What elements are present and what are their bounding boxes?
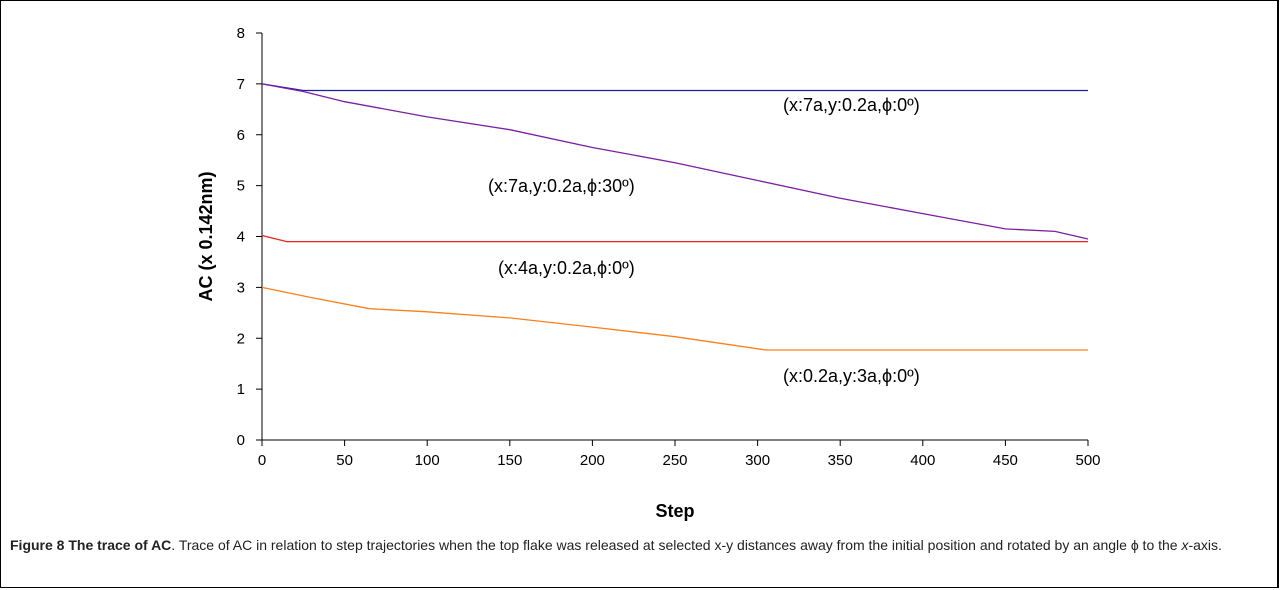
x-axis-title: Step	[655, 501, 694, 521]
series-line	[261, 83, 1089, 240]
caption-italic-axis: x	[1181, 537, 1189, 553]
x-tick-label: 350	[828, 452, 853, 469]
chart-axes	[256, 32, 1089, 446]
y-tick-label: 6	[237, 127, 245, 144]
y-tick-label: 7	[237, 76, 245, 93]
series-label: (x:0.2a,y:3a,ϕ:0º)	[783, 366, 920, 386]
series-label: (x:7a,y:0.2a,ϕ:0º)	[783, 95, 920, 115]
x-tick-label: 150	[497, 452, 522, 469]
tick-labels: 0 1 2 3 4 5 6 7 8 0 50 100 150 200 250 300 350 400 450 500	[237, 25, 1101, 469]
y-tick-label: 4	[237, 229, 245, 246]
y-tick-label: 0	[237, 432, 245, 449]
series-label: (x:4a,y:0.2a,ϕ:0º)	[498, 258, 635, 278]
series-line	[261, 286, 1088, 351]
y-tick-label: 2	[237, 330, 245, 347]
figure-caption: Figure 8 The trace of AC. Trace of AC in…	[10, 536, 1272, 555]
caption-figure-title: Figure 8 The trace of AC	[10, 537, 172, 553]
x-tick-label: 250	[662, 452, 687, 469]
x-tick-label: 200	[580, 452, 605, 469]
y-tick-label: 8	[237, 25, 245, 42]
caption-tail: -axis.	[1188, 537, 1222, 553]
caption-text: . Trace of AC in relation to step trajec…	[171, 537, 1182, 553]
x-tick-label: 500	[1075, 452, 1100, 469]
y-axis-title: AC (x 0.142nm)	[196, 171, 216, 301]
x-tick-label: 300	[745, 452, 770, 469]
series-labels: (x:7a,y:0.2a,ϕ:0º) (x:7a,y:0.2a,ϕ:30º) (x:…	[488, 95, 920, 386]
x-tick-label: 0	[258, 452, 266, 469]
x-tick-label: 450	[993, 452, 1018, 469]
x-tick-label: 50	[336, 452, 353, 469]
y-tick-label: 1	[237, 381, 245, 398]
series-label: (x:7a,y:0.2a,ϕ:30º)	[488, 176, 635, 196]
y-tick-label: 5	[237, 178, 245, 195]
x-tick-label: 100	[415, 452, 440, 469]
y-tick-label: 3	[237, 279, 245, 296]
series-line	[261, 83, 1088, 92]
x-tick-label: 400	[910, 452, 935, 469]
series-lines	[261, 83, 1089, 351]
series-line	[261, 234, 1088, 243]
